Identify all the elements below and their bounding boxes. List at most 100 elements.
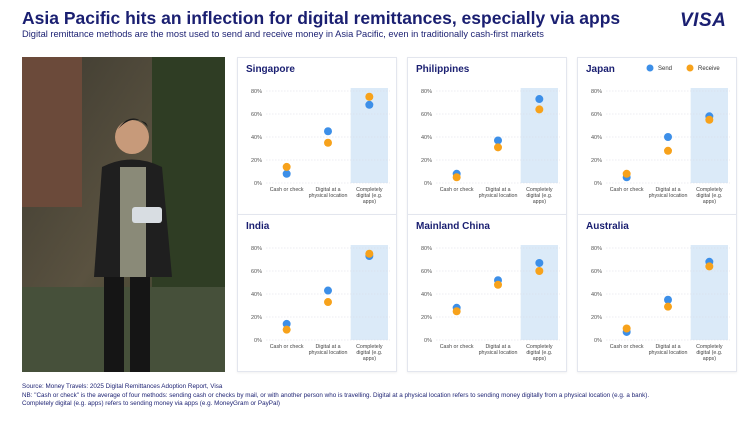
plot: 0% 20% 40% 60% 80% [591,245,730,344]
dot [705,115,714,124]
dot [282,319,291,328]
y-tick-label: 80% [591,246,602,252]
y-tick-label: 0% [254,338,262,344]
y-tick-label: 60% [251,112,262,118]
dot [705,262,714,271]
y-tick-label: 40% [251,135,262,141]
x-tick-label: Cash or check [609,187,644,193]
x-tick-label: Cash or check [439,187,474,193]
y-tick-label: 0% [594,181,602,187]
plot: 0% 20% 40% 60% 80% [421,88,560,187]
x-tick-label: Completely digital (e.g. apps) [696,187,723,205]
y-tick-label: 60% [591,112,602,118]
x-tick-label: Digital at a physical location [648,344,688,356]
dot [494,280,502,289]
dot [535,95,544,104]
subtitle: Digital remittance methods are the most … [22,29,544,39]
y-tick-label: 40% [421,135,432,141]
y-tick-label: 80% [421,246,432,252]
source: Source: Money Travels: 2025 Digital Remi… [22,383,223,390]
y-tick-label: 20% [421,158,432,164]
panel: Australia 0% 20% 40% 60% 80% Cash or check Digi… [577,214,737,372]
x-tick-label: Digital at a physical location [308,187,348,199]
chart-title: Philippines [416,64,470,75]
plot: 0% 20% 40% 60% 80% [251,88,390,187]
dot [324,286,332,295]
note: Completely digital (e.g. apps) refers to… [22,400,280,407]
dot [494,143,502,152]
x-tick-label: Completely digital (e.g. apps) [356,187,383,205]
legend-marker [646,64,654,72]
dot [282,169,291,178]
x-tick-label: Completely digital (e.g. apps) [526,187,553,205]
plot: 0% 20% 40% 60% 80% Send Receive [591,64,730,187]
dot [664,295,672,304]
panel: India 0% 20% 40% 60% 80% Cash or check Digital … [237,214,397,372]
x-tick-label: Digital at a physical location [478,187,518,199]
highlight-band [520,88,558,183]
y-tick-label: 0% [424,338,432,344]
dot [365,100,374,109]
chart-title: Australia [586,221,629,232]
dot [282,162,291,171]
y-tick-label: 60% [421,112,432,118]
x-tick-label: Completely digital (e.g. apps) [696,344,723,362]
y-tick-label: 0% [254,181,262,187]
chart-title: Singapore [246,64,295,75]
dot [324,138,332,147]
dot [324,298,332,307]
x-tick-label: Cash or check [609,344,644,350]
y-tick-label: 80% [591,89,602,95]
note: NB: "Cash or check" is the average of fo… [22,391,650,399]
dot [535,258,544,267]
dot [494,136,502,145]
x-tick-label: Digital at a physical location [308,344,348,356]
legend-marker [686,64,694,72]
plot: 0% 20% 40% 60% 80% [251,245,390,344]
dot [664,133,672,141]
x-tick-label: Completely digital (e.g. apps) [526,344,553,362]
dot [622,324,631,333]
y-tick-label: 60% [251,269,262,275]
chart-title: Mainland China [416,221,490,232]
chart-title: Japan [586,64,615,75]
y-tick-label: 80% [251,246,262,252]
y-tick-label: 40% [421,292,432,298]
x-tick-label: Cash or check [439,344,474,350]
y-tick-label: 0% [424,181,432,187]
y-tick-label: 20% [591,315,602,321]
dot [452,173,461,182]
photo [22,57,225,372]
y-tick-label: 20% [591,158,602,164]
dot [664,302,672,311]
y-tick-label: 40% [591,292,602,298]
y-tick-label: 40% [251,292,262,298]
y-tick-label: 20% [421,315,432,321]
highlight-band [690,88,728,183]
dot [452,307,461,316]
dot [324,127,332,136]
title: Asia Pacific hits an inflection for digi… [22,8,621,28]
y-tick-label: 0% [594,338,602,344]
x-tick-label: Cash or check [269,187,304,193]
dot [664,146,672,155]
y-tick-label: 80% [421,89,432,95]
dot [535,105,544,114]
y-tick-label: 80% [251,89,262,95]
panel: Japan 0% 20% 40% 60% 80% Send Receive Cash or ch… [577,57,737,215]
dot [535,267,544,275]
chart-title: India [246,221,270,232]
y-tick-label: 60% [591,269,602,275]
plot: 0% 20% 40% 60% 80% [421,245,560,344]
x-tick-label: Digital at a physical location [648,187,688,199]
dot [365,249,374,258]
y-tick-label: 20% [251,315,262,321]
footer: Source: Money Travels: 2025 Digital Remi… [22,383,742,409]
dot [622,169,631,178]
legend-label: Send [658,66,672,72]
panel: Philippines 0% 20% 40% 60% 80% Cash or check Di… [407,57,567,215]
y-tick-label: 20% [251,158,262,164]
panel: Mainland China 0% 20% 40% 60% 80% Cash or chec… [407,214,567,372]
y-tick-label: 40% [591,135,602,141]
